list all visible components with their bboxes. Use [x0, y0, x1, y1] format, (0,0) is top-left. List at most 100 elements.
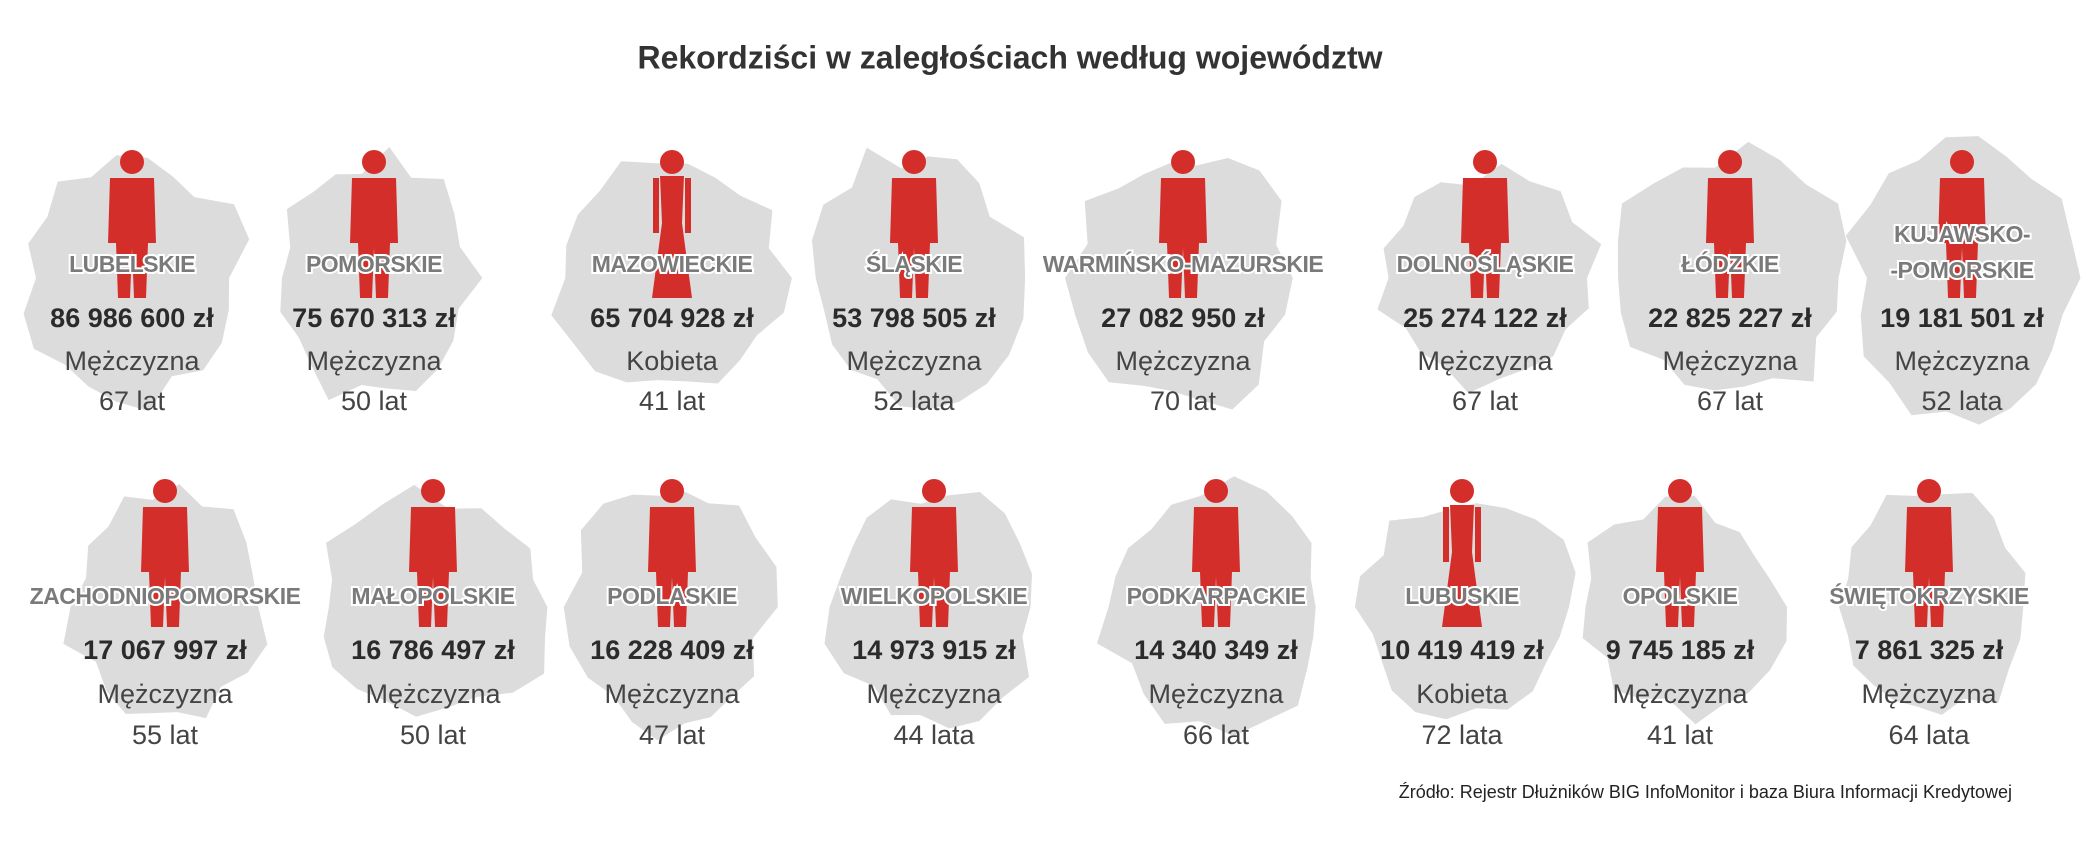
silhouette-head — [421, 479, 445, 503]
gender: Mężczyzna — [1148, 679, 1284, 709]
gender: Mężczyzna — [1894, 346, 2030, 376]
gender: Mężczyzna — [64, 346, 200, 376]
silhouette-arm — [653, 178, 659, 233]
age: 72 lata — [1421, 720, 1503, 750]
item: POMORSKIE 75 670 313 zł Mężczyzna 50 lat — [280, 147, 483, 416]
item: ŁÓDZKIE 22 825 227 zł Mężczyzna 67 lat — [1617, 141, 1847, 416]
silhouette-head — [1950, 150, 1974, 174]
item: OPOLSKIE 9 745 185 zł Mężczyzna 41 lat — [1582, 479, 1787, 750]
age: 67 lat — [1452, 386, 1519, 416]
age: 55 lat — [132, 720, 199, 750]
region-name: LUBUSKIE — [1405, 583, 1519, 609]
age: 41 lat — [639, 386, 706, 416]
source: Źródło: Rejestr Dłużników BIG InfoMonito… — [1399, 782, 2012, 802]
silhouette-head — [1171, 150, 1195, 174]
gender: Kobieta — [1416, 679, 1509, 709]
age: 50 lat — [341, 386, 408, 416]
age: 44 lata — [893, 720, 975, 750]
silhouette-body — [1706, 178, 1754, 298]
age: 64 lata — [1888, 720, 1970, 750]
amount: 17 067 997 zł — [83, 635, 247, 665]
gender: Mężczyzna — [604, 679, 740, 709]
item: LUBUSKIE 10 419 419 zł Kobieta 72 lata — [1354, 479, 1576, 750]
amount: 53 798 505 zł — [832, 303, 996, 333]
region-shape — [1845, 136, 2081, 425]
age: 41 lat — [1647, 720, 1714, 750]
gender: Mężczyzna — [1612, 679, 1748, 709]
amount: 10 419 419 zł — [1380, 635, 1544, 665]
region-name: POMORSKIE — [306, 251, 442, 277]
silhouette-arm — [685, 178, 691, 233]
age: 70 lat — [1150, 386, 1217, 416]
region-name: OPOLSKIE — [1623, 583, 1738, 609]
silhouette-head — [1204, 479, 1228, 503]
amount: 75 670 313 zł — [292, 303, 456, 333]
amount: 25 274 122 zł — [1403, 303, 1567, 333]
region-shape — [63, 484, 268, 719]
silhouette-head — [1668, 479, 1692, 503]
region-name: PODKARPACKIE — [1127, 583, 1306, 609]
silhouette-body — [652, 176, 692, 298]
age: 67 lat — [1697, 386, 1764, 416]
silhouette-head — [120, 150, 144, 174]
silhouette-body — [1905, 507, 1953, 627]
age: 47 lat — [639, 720, 706, 750]
amount: 86 986 600 zł — [50, 303, 214, 333]
item: LUBELSKIE 86 986 600 zł Mężczyzna 67 lat — [23, 150, 250, 416]
silhouette-body — [350, 178, 398, 298]
gender: Mężczyzna — [365, 679, 501, 709]
silhouette-body — [1159, 178, 1207, 298]
gender: Mężczyzna — [846, 346, 982, 376]
age: 50 lat — [400, 720, 467, 750]
region-name: DOLNOŚLĄSKIE — [1397, 250, 1574, 277]
silhouette-body — [910, 507, 958, 627]
age: 67 lat — [99, 386, 166, 416]
age: 52 lata — [873, 386, 955, 416]
amount: 19 181 501 zł — [1880, 303, 2044, 333]
region-name: WARMIŃSKO-MAZURSKIE — [1043, 250, 1324, 277]
item: PODKARPACKIE 14 340 349 zł Mężczyzna 66 lat — [1097, 476, 1316, 750]
item: WIELKOPOLSKIE 14 973 915 zł Mężczyzna 44 la… — [824, 479, 1032, 750]
region-name: ŁÓDZKIE — [1681, 250, 1779, 277]
amount: 14 973 915 zł — [852, 635, 1016, 665]
silhouette-arm — [1475, 507, 1481, 562]
amount: 22 825 227 zł — [1648, 303, 1812, 333]
item: ŚLĄSKIE 53 798 505 zł Mężczyzna 52 lata — [812, 147, 1026, 416]
item: WARMIŃSKO-MAZURSKIE 27 082 950 zł Mężczyzn… — [1041, 150, 1326, 416]
silhouette-body — [1938, 178, 1986, 298]
silhouette-head — [1473, 150, 1497, 174]
silhouette-body — [409, 507, 457, 627]
silhouette-body — [1192, 507, 1240, 627]
items: LUBELSKIE 86 986 600 zł Mężczyzna 67 lat POM… — [23, 136, 2081, 750]
silhouette-body — [108, 178, 156, 298]
amount: 7 861 325 zł — [1855, 635, 2004, 665]
silhouette-head — [660, 479, 684, 503]
region-name: -POMORSKIE — [1890, 257, 2033, 283]
region-shape — [563, 491, 778, 741]
gender: Mężczyzna — [1115, 346, 1251, 376]
gender: Kobieta — [626, 346, 719, 376]
title: Rekordziści w zaległościach według wojew… — [637, 39, 1382, 75]
gender: Mężczyzna — [1417, 346, 1553, 376]
gender: Mężczyzna — [1662, 346, 1798, 376]
age: 66 lat — [1183, 720, 1250, 750]
amount: 27 082 950 zł — [1101, 303, 1265, 333]
silhouette-arm — [1443, 507, 1449, 562]
amount: 9 745 185 zł — [1606, 635, 1755, 665]
item: ZACHODNIOPOMORSKIE 17 067 997 zł Mężczyzna… — [28, 479, 303, 750]
silhouette-head — [1450, 479, 1474, 503]
item: PODLASKIE 16 228 409 zł Mężczyzna 47 lat — [563, 479, 778, 750]
silhouette-head — [153, 479, 177, 503]
silhouette-body — [1461, 178, 1509, 298]
silhouette-head — [922, 479, 946, 503]
item: KUJAWSKO- -POMORSKIE 19 181 501 zł Mężczyzn… — [1845, 136, 2081, 425]
age: 52 lata — [1921, 386, 2003, 416]
silhouette-head — [660, 150, 684, 174]
region-name: LUBELSKIE — [69, 251, 195, 277]
item: MAZOWIECKIE 65 704 928 zł Kobieta 41 lat — [551, 150, 792, 416]
item: ŚWIĘTOKRZYSKIE 7 861 325 zł Mężczyzna 64 la… — [1827, 479, 2031, 750]
silhouette-body — [141, 507, 189, 627]
gender: Mężczyzna — [1861, 679, 1997, 709]
silhouette-body — [890, 178, 938, 298]
item: DOLNOŚLĄSKIE 25 274 122 zł Mężczyzna 67 lat — [1377, 150, 1602, 416]
